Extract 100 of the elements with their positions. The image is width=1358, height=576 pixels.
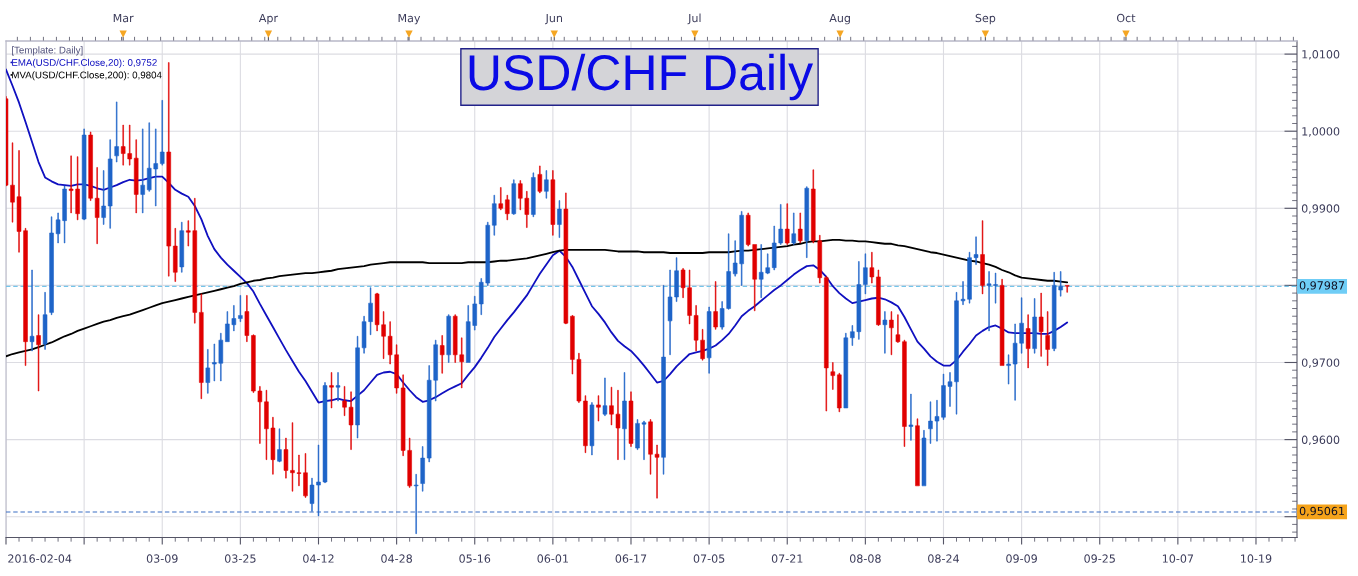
x-tick-label: 10-07 [1162, 554, 1194, 563]
candlestick [1025, 314, 1031, 369]
x-tick-label: 09-25 [1084, 554, 1115, 563]
candlestick [980, 220, 985, 295]
candlestick [1038, 292, 1044, 357]
candlestick [1064, 285, 1070, 293]
x-tick-label: 07-21 [771, 554, 803, 563]
candlestick [537, 165, 543, 194]
candlestick [329, 372, 334, 409]
y-tick-label: 0,9600 [1301, 435, 1340, 446]
candlestick [439, 335, 445, 374]
candlestick [869, 251, 875, 284]
candlestick [199, 293, 204, 400]
line-series [6, 239, 1069, 358]
x-tick-label: 04-28 [381, 554, 412, 563]
chart-title: USD/CHF Daily [469, 53, 814, 101]
x2-tick-label: Jun [545, 13, 562, 25]
candlestick [602, 377, 608, 416]
candlestick [550, 170, 556, 236]
candlestick [511, 179, 517, 215]
x-tick-label: 08-08 [849, 554, 881, 563]
ref-line-label: 0,97987 [1299, 281, 1345, 291]
candlestick [804, 186, 809, 258]
candlestick [915, 418, 920, 487]
candlestick [544, 170, 549, 199]
candlestick [589, 402, 595, 456]
ref-line-label: 0,95061 [1299, 506, 1344, 517]
candlestick [824, 275, 829, 412]
candlestick [140, 128, 145, 214]
x2-tick-label: Jul [687, 13, 701, 25]
x-tick-label: 06-17 [615, 554, 647, 563]
candlestick [661, 285, 666, 475]
candlestick [81, 128, 87, 221]
x2-tick-label: May [398, 13, 421, 25]
y-tick-label: 0,9900 [1301, 204, 1340, 214]
x-tick-label: 03-09 [146, 554, 178, 563]
candlestick [94, 167, 100, 245]
candlestick [999, 278, 1005, 366]
legend-title: [Template: Daily] [12, 46, 83, 56]
candlestick [628, 391, 634, 447]
candlestick [114, 101, 119, 163]
x-tick-label: 09-09 [1006, 554, 1037, 563]
candlestick [843, 332, 849, 409]
candlestick [36, 314, 41, 392]
x2-tick-label: Aug [829, 13, 850, 25]
x-tick-label: 05-16 [459, 554, 491, 563]
candlestick [908, 393, 914, 441]
candlestick [101, 170, 106, 225]
candlestick [876, 269, 881, 326]
candlestick [133, 139, 139, 214]
candlestick [889, 311, 894, 356]
candlestick [492, 194, 497, 236]
x-tick-label: 08-24 [928, 554, 960, 563]
candlestick [706, 306, 712, 374]
candlestick [166, 62, 171, 277]
candlestick [830, 362, 836, 390]
candlestick [205, 349, 211, 394]
candlestick [713, 281, 718, 330]
candlestick [29, 269, 35, 352]
y-tick-label: 0,9700 [1301, 358, 1340, 368]
x2-tick-label: Mar [113, 13, 134, 23]
candlestick [785, 203, 790, 245]
x-tick-label: 07-05 [693, 554, 725, 563]
candlestick [42, 292, 48, 350]
candlestick [88, 131, 93, 201]
x2-tick-label: Oct [1116, 13, 1136, 23]
x-tick-label: 10-19 [1241, 554, 1272, 563]
x-tick-label: 03-25 [224, 554, 256, 563]
candlestick [498, 187, 504, 211]
candlestick [1045, 311, 1050, 366]
candlestick [531, 172, 536, 218]
candlestick [622, 372, 627, 460]
candlestick [837, 373, 842, 413]
x-tick-label: 06-01 [537, 554, 568, 563]
text: 2016-02-04 [8, 554, 72, 563]
candlestick [557, 200, 562, 238]
candlestick [420, 446, 425, 492]
x2-tick-label: Apr [258, 13, 279, 25]
y-tick-label: 1,0100 [1302, 50, 1340, 60]
candlestick [798, 212, 803, 244]
candlestick [505, 194, 510, 221]
candlestick [863, 253, 868, 295]
candlestick [791, 212, 796, 245]
candlestick [173, 228, 178, 282]
candlestick [413, 474, 419, 534]
candlestick [335, 372, 341, 402]
candlestick [107, 139, 113, 229]
candlestick [179, 221, 185, 273]
legend-label: EMA(USD/CHF.Close,20): 0,9752 [12, 58, 157, 68]
candlestick [160, 100, 165, 166]
candlestick [446, 314, 451, 363]
x2-tick-label: Sep [975, 13, 996, 25]
candlestick [244, 295, 250, 342]
candlestick [277, 428, 282, 463]
y-tick-label: 1,0000 [1302, 127, 1340, 137]
candlestick [596, 395, 601, 422]
candlestick [921, 430, 927, 487]
candlestick [882, 311, 888, 354]
x-tick-label: 04-12 [303, 554, 334, 563]
candlestick [238, 295, 243, 322]
